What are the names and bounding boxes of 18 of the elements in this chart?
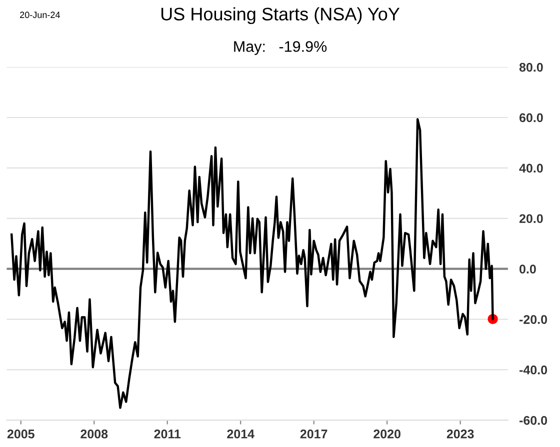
x-tick-label: 2017: [300, 430, 328, 438]
y-tick-label: 80.0: [519, 62, 543, 72]
x-tick-label: 2011: [154, 430, 181, 438]
y-tick-label: -60.0: [520, 416, 548, 425]
y-tick-label: 20.0: [519, 214, 543, 224]
y-tick-label: -20.0: [520, 315, 548, 324]
chart-title: US Housing Starts (NSA) YoY: [161, 7, 400, 24]
x-tick-label: 2020: [374, 430, 400, 438]
y-tick-label: 0.0: [520, 264, 536, 274]
chart-subtitle: May: -19.9%: [234, 41, 327, 55]
x-tick-label: 2005: [7, 430, 34, 438]
y-tick-label: -40.0: [520, 366, 548, 374]
text: 20-Jun-24: [20, 12, 60, 18]
y-tick-label: 40.0: [519, 164, 543, 173]
x-tick-label: 2023: [446, 430, 474, 438]
x-tick-label: 2008: [80, 430, 108, 438]
x-tick-label: 2014: [227, 430, 254, 438]
y-tick-label: 60.0: [519, 113, 543, 122]
